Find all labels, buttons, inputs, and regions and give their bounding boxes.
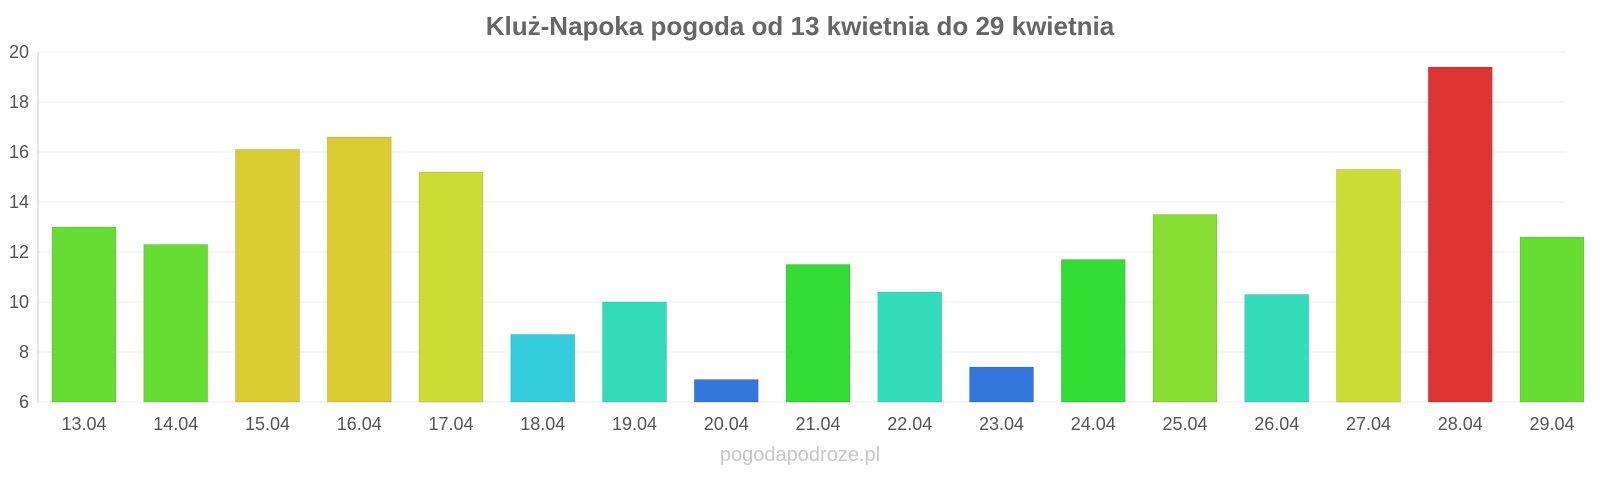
x-tick-label: 28.04 xyxy=(1438,414,1483,434)
y-axis-ticks: 6 8 10 12 14 16 18 20 xyxy=(9,42,29,412)
bar-16.04 xyxy=(326,136,392,403)
bars xyxy=(51,66,1585,403)
x-tick-label: 16.04 xyxy=(337,414,382,434)
x-tick-label: 20.04 xyxy=(704,414,749,434)
watermark: pogodapodroze.pl xyxy=(720,444,880,466)
bar-29.04 xyxy=(1519,236,1585,403)
x-tick-label: 24.04 xyxy=(1071,414,1116,434)
y-tick-label: 8 xyxy=(19,342,29,362)
x-tick-label: 14.04 xyxy=(153,414,198,434)
chart-title: Kluż-Napoka pogoda od 13 kwietnia do 29 … xyxy=(486,11,1115,41)
bar-26.04 xyxy=(1244,294,1310,403)
x-tick-label: 15.04 xyxy=(245,414,290,434)
bar-20.04 xyxy=(693,379,759,403)
bar-25.04 xyxy=(1152,214,1218,403)
x-tick-label: 13.04 xyxy=(61,414,106,434)
bar-22.04 xyxy=(877,291,943,403)
x-tick-label: 18.04 xyxy=(520,414,565,434)
y-tick-label: 10 xyxy=(9,292,29,312)
y-tick-label: 14 xyxy=(9,192,29,212)
x-tick-label: 27.04 xyxy=(1346,414,1391,434)
bar-15.04 xyxy=(235,149,300,403)
y-tick-label: 6 xyxy=(19,392,29,412)
y-tick-label: 18 xyxy=(9,92,29,112)
x-tick-label: 25.04 xyxy=(1162,414,1207,434)
y-tick-label: 16 xyxy=(9,142,29,162)
bar-14.04 xyxy=(143,244,209,403)
bar-18.04 xyxy=(510,334,576,403)
bar-27.04 xyxy=(1336,169,1401,403)
x-tick-label: 22.04 xyxy=(887,414,932,434)
x-tick-label: 29.04 xyxy=(1529,414,1574,434)
x-tick-label: 23.04 xyxy=(979,414,1024,434)
bar-21.04 xyxy=(785,264,851,403)
x-axis-ticks: 13.04 14.04 15.04 16.04 17.04 18.04 19.04 20.04… xyxy=(61,414,1574,434)
bar-23.04 xyxy=(969,366,1034,403)
bar-17.04 xyxy=(418,171,484,403)
x-tick-label: 26.04 xyxy=(1254,414,1299,434)
bar-28.04 xyxy=(1427,66,1493,403)
bar-24.04 xyxy=(1060,259,1126,403)
y-tick-label: 20 xyxy=(9,42,29,62)
x-tick-label: 19.04 xyxy=(612,414,657,434)
bar-13.04 xyxy=(51,226,117,403)
x-tick-label: 17.04 xyxy=(428,414,473,434)
x-tick-label: 21.04 xyxy=(795,414,840,434)
bar-19.04 xyxy=(602,301,667,403)
y-tick-label: 12 xyxy=(9,242,29,262)
